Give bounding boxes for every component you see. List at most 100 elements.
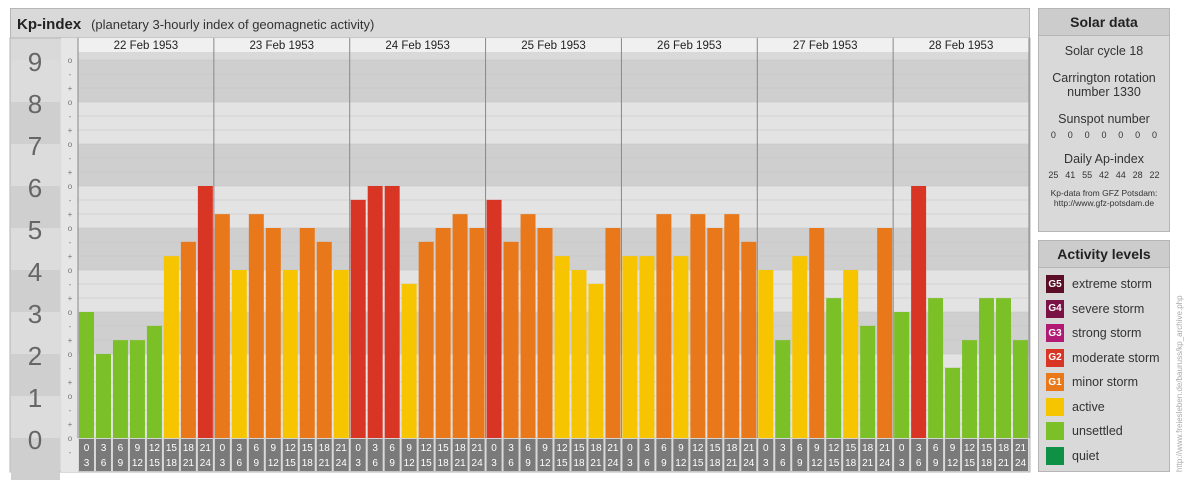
interval-start-label: 18 xyxy=(998,443,1010,454)
chart-subtitle: (planetary 3-hourly index of geomagnetic… xyxy=(91,17,375,32)
interval-end-label: 21 xyxy=(183,458,195,469)
y-band xyxy=(11,438,60,480)
kp-bar xyxy=(775,340,791,438)
interval-end-label: 15 xyxy=(285,458,297,469)
activity-levels-list: G5 extreme storm G4 severe storm G3 strong st… xyxy=(1039,268,1169,468)
interval-end-label: 12 xyxy=(675,458,687,469)
minor-tick-label: - xyxy=(69,196,72,205)
y-tick-label: 8 xyxy=(28,89,42,119)
interval-label-box xyxy=(928,439,944,471)
interval-label-box xyxy=(214,439,230,471)
interval-label-box xyxy=(945,439,961,471)
interval-start-label: 0 xyxy=(84,443,90,454)
interval-end-label: 18 xyxy=(981,458,993,469)
interval-start-label: 21 xyxy=(336,443,348,454)
minor-tick-label: o xyxy=(68,434,73,443)
minor-tick-label: o xyxy=(68,224,73,233)
interval-label-box xyxy=(95,439,111,471)
interval-start-label: 3 xyxy=(508,443,514,454)
interval-start-label: 21 xyxy=(743,443,755,454)
data-credit-line1: Kp-data from GFZ Potsdam: xyxy=(1050,188,1158,198)
kp-bar xyxy=(316,241,332,438)
interval-end-label: 24 xyxy=(743,458,755,469)
kp-bar xyxy=(911,186,927,438)
interval-start-label: 9 xyxy=(950,443,956,454)
interval-label-box xyxy=(843,439,859,471)
interval-start-label: 18 xyxy=(183,443,195,454)
interval-end-label: 15 xyxy=(828,458,840,469)
interval-label-box xyxy=(809,439,825,471)
interval-label-box xyxy=(163,439,179,471)
interval-label-box xyxy=(282,439,298,471)
interval-end-label: 3 xyxy=(627,458,633,469)
activity-level-label: unsettled xyxy=(1072,424,1123,439)
activity-level-label: active xyxy=(1072,399,1105,414)
minor-tick-label: + xyxy=(68,126,73,135)
interval-label-box xyxy=(486,439,502,471)
carrington-rotation-line2: number 1330 xyxy=(1067,85,1141,99)
interval-end-label: 6 xyxy=(916,458,922,469)
solar-cycle: Solar cycle 18 xyxy=(1064,44,1144,58)
interval-label-box xyxy=(860,439,876,471)
interval-label-box xyxy=(112,439,128,471)
kp-bar xyxy=(180,241,196,438)
interval-label-box xyxy=(316,439,332,471)
kp-bar xyxy=(537,228,553,438)
interval-start-label: 21 xyxy=(472,443,484,454)
minor-tick-label: - xyxy=(69,448,72,457)
y-tick-label: 2 xyxy=(28,341,42,371)
minor-tick-label: - xyxy=(69,154,72,163)
minor-tick-label: + xyxy=(68,294,73,303)
interval-start-label: 18 xyxy=(455,443,467,454)
interval-label-box xyxy=(418,439,434,471)
sunspot-label: Sunspot number xyxy=(1058,112,1150,126)
minor-tick-label: o xyxy=(68,56,73,65)
interval-label-box xyxy=(605,439,621,471)
y-tick-label: 7 xyxy=(28,131,42,161)
kp-bar xyxy=(877,228,893,438)
minor-tick-label: o xyxy=(68,182,73,191)
interval-end-label: 3 xyxy=(899,458,905,469)
interval-start-label: 21 xyxy=(1015,443,1027,454)
activity-level-label: severe storm xyxy=(1072,301,1145,316)
interval-end-label: 12 xyxy=(947,458,959,469)
interval-end-label: 12 xyxy=(132,458,144,469)
activity-levels-panel: Activity levels G5 extreme storm G4 severe … xyxy=(1038,240,1170,472)
interval-label-box xyxy=(537,439,553,471)
interval-start-label: 9 xyxy=(542,443,548,454)
minor-tick-label: o xyxy=(68,98,73,107)
kp-bar xyxy=(758,270,774,438)
data-credit-url[interactable]: http://www.gfz-potsdam.de xyxy=(1053,198,1155,208)
interval-end-label: 18 xyxy=(709,458,721,469)
interval-label-box xyxy=(673,439,689,471)
minor-tick-label: + xyxy=(68,210,73,219)
interval-end-label: 9 xyxy=(525,458,531,469)
y-tick-label: 9 xyxy=(28,47,42,77)
interval-start-label: 9 xyxy=(678,443,684,454)
minor-tick-label: o xyxy=(68,140,73,149)
ap-value: 55 xyxy=(1082,170,1093,180)
interval-start-label: 0 xyxy=(763,443,769,454)
activity-level-item: G5 extreme storm xyxy=(1039,272,1169,297)
interval-end-label: 3 xyxy=(84,458,90,469)
interval-label-box xyxy=(520,439,536,471)
minor-tick-label: + xyxy=(68,378,73,387)
interval-end-label: 21 xyxy=(862,458,874,469)
day-label: 26 Feb 1953 xyxy=(657,40,722,52)
interval-start-label: 0 xyxy=(899,443,905,454)
y-band xyxy=(11,186,60,228)
minor-tick-label: + xyxy=(68,84,73,93)
interval-label-box xyxy=(231,439,247,471)
interval-label-box xyxy=(1013,439,1028,471)
interval-end-label: 24 xyxy=(336,458,348,469)
kp-bar xyxy=(418,241,434,438)
kp-bar xyxy=(843,270,859,438)
y-band xyxy=(11,60,60,102)
interval-end-label: 15 xyxy=(964,458,976,469)
interval-end-label: 21 xyxy=(590,458,602,469)
kp-bar xyxy=(248,214,264,438)
ap-value: 42 xyxy=(1098,170,1109,180)
interval-end-label: 21 xyxy=(998,458,1010,469)
